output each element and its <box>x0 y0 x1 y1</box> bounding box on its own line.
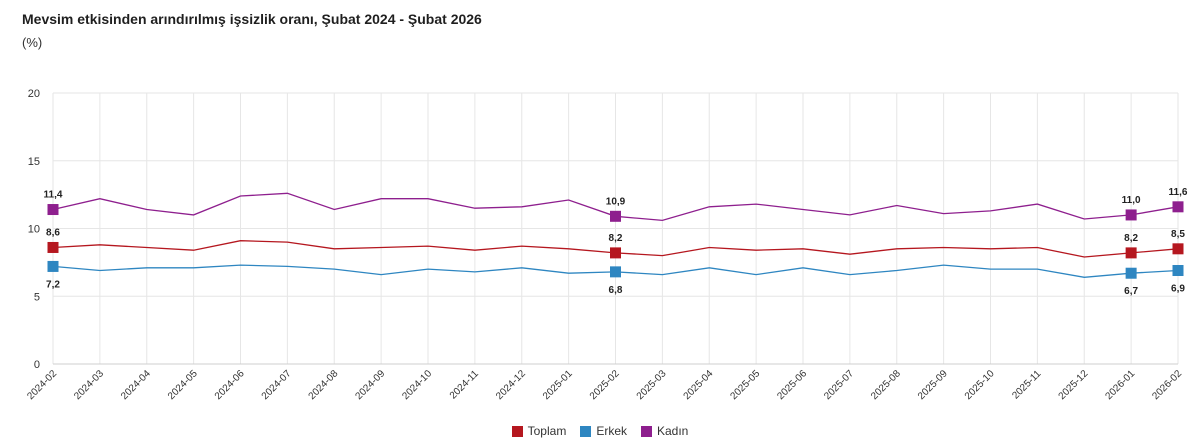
data-label: 10,9 <box>606 196 626 207</box>
data-label: 8,2 <box>609 233 623 244</box>
x-tick-label: 2026-01 <box>1104 368 1138 402</box>
data-point-erkek <box>47 260 59 272</box>
data-point-erkek <box>610 266 621 278</box>
data-label: 11,0 <box>1122 195 1141 206</box>
axes: 2024-02 2024-03 2024-04 2024-05 2024-06 2024-… <box>25 88 1184 402</box>
line-chart: 2024-02 2024-03 2024-04 2024-05 2024-06 2024-… <box>25 88 1188 402</box>
data-label: 8,2 <box>1124 233 1138 244</box>
x-tick-label: 2024-09 <box>354 368 388 402</box>
y-tick-label: 0 <box>34 359 40 371</box>
data-label: 6,7 <box>1124 286 1138 297</box>
x-tick-label: 2024-05 <box>166 368 200 402</box>
data-label: 8,5 <box>1171 229 1185 240</box>
data-label: 8,6 <box>46 227 60 238</box>
data-label: 11,6 <box>1169 187 1188 198</box>
legend-label: Erkek <box>596 424 627 438</box>
x-tick-label: 2025-02 <box>588 368 622 402</box>
x-tick-label: 2025-05 <box>729 368 763 402</box>
grid <box>52 92 1179 365</box>
x-tick-label: 2024-10 <box>400 368 434 402</box>
y-tick-label: 5 <box>34 291 40 303</box>
x-tick-label: 2025-12 <box>1057 368 1091 402</box>
data-label: 7,2 <box>46 279 60 290</box>
x-tick-label: 2025-07 <box>822 368 856 402</box>
x-tick-label: 2024-11 <box>448 368 482 402</box>
x-tick-label: 2024-08 <box>307 368 341 402</box>
x-tick-label: 2025-04 <box>682 368 716 402</box>
data-point-kadın <box>47 204 59 216</box>
legend-label: Toplam <box>527 424 567 438</box>
x-tick-label: 2025-08 <box>869 368 903 402</box>
data-point-toplam <box>1125 247 1137 259</box>
data-point-toplam <box>47 241 59 253</box>
x-tick-label: 2024-02 <box>25 368 59 402</box>
legend-label: Kadın <box>657 424 689 438</box>
data-point-kadın <box>610 210 621 222</box>
x-tick-label: 2025-09 <box>916 368 950 402</box>
x-tick-label: 2026-02 <box>1150 368 1184 402</box>
series-markers <box>47 201 1184 279</box>
unit-label: (%) <box>22 35 43 50</box>
data-label: 11,4 <box>44 190 63 201</box>
data-point-erkek <box>1172 265 1184 277</box>
x-tick-label: 2024-12 <box>494 368 528 402</box>
data-label: 6,8 <box>609 285 623 296</box>
data-point-toplam <box>1172 243 1184 255</box>
y-tick-label: 15 <box>28 156 40 168</box>
x-tick-label: 2024-03 <box>72 368 106 402</box>
legend-item-erkek[interactable]: Erkek <box>580 424 627 438</box>
y-tick-label: 20 <box>28 88 40 100</box>
chart-title: Mevsim etkisinden arındırılmış işsizlik … <box>22 11 482 27</box>
x-tick-label: 2025-10 <box>963 368 997 402</box>
y-tick-label: 10 <box>28 224 40 236</box>
data-point-toplam <box>610 247 621 259</box>
data-point-kadın <box>1172 201 1184 213</box>
legend-item-kadın[interactable]: Kadın <box>641 424 688 438</box>
legend: Toplam Erkek Kadın <box>0 424 1200 438</box>
x-tick-label: 2025-06 <box>775 368 809 402</box>
x-tick-label: 2025-01 <box>541 368 575 402</box>
legend-item-toplam[interactable]: Toplam <box>511 424 567 438</box>
x-tick-label: 2024-06 <box>213 368 247 402</box>
x-tick-label: 2024-04 <box>119 368 153 402</box>
x-tick-label: 2025-11 <box>1010 368 1044 402</box>
legend-swatch <box>580 425 592 437</box>
data-point-erkek <box>1125 267 1137 279</box>
data-point-kadın <box>1125 209 1137 221</box>
data-label: 6,9 <box>1171 284 1185 295</box>
legend-swatch <box>641 425 652 437</box>
legend-swatch <box>511 425 523 437</box>
data-labels: 11,4 8,6 7,2 10,9 8,2 6,8 11,0 8,2 6,7 11,6 8,5 6,9 <box>44 187 1188 297</box>
x-tick-label: 2024-07 <box>260 368 294 402</box>
x-tick-label: 2025-03 <box>635 368 669 402</box>
